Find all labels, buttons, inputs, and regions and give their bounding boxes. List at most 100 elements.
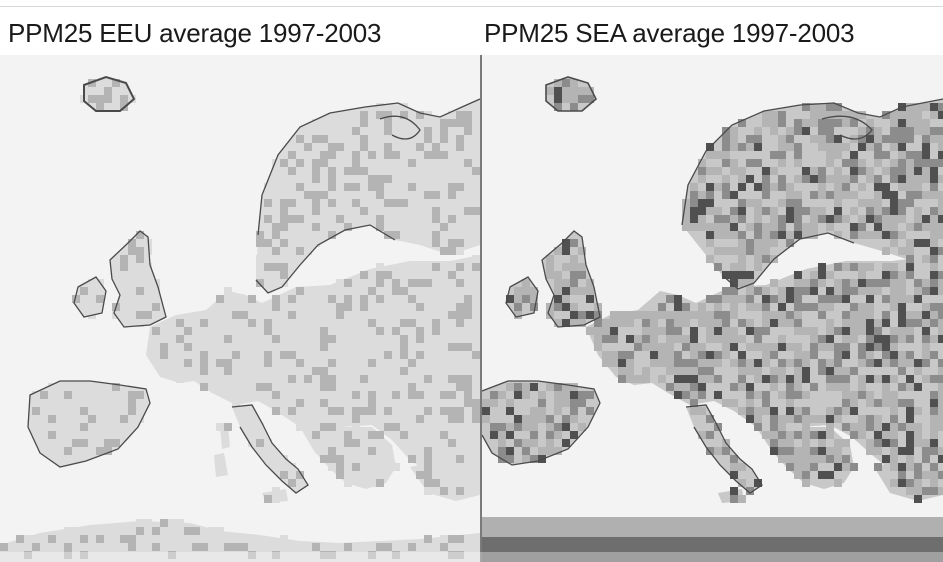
grid-cell (344, 551, 352, 559)
grid-cell (304, 287, 312, 295)
grid-cell (770, 223, 778, 231)
grid-cell (578, 391, 586, 399)
grid-cell (578, 263, 586, 271)
grid-cell (602, 359, 610, 367)
grid-cell (312, 311, 320, 319)
grid-cell (938, 375, 943, 383)
grid-cell (224, 327, 232, 335)
grid-cell (818, 127, 826, 135)
grid-cell (256, 375, 264, 383)
grid-cell (554, 279, 562, 287)
grid-cell (328, 159, 336, 167)
grid-cell (762, 223, 770, 231)
grid-cell (368, 463, 376, 471)
grid-cell (722, 399, 730, 407)
grid-cell (554, 95, 562, 103)
grid-cell (320, 191, 328, 199)
grid-cell (706, 415, 714, 423)
grid-cell (754, 223, 762, 231)
grid-cell (522, 279, 530, 287)
grid-cell (296, 407, 304, 415)
grid-cell (384, 343, 392, 351)
grid-cell (416, 311, 424, 319)
grid-cell (456, 439, 464, 447)
grid-cell (472, 271, 480, 279)
grid-cell (738, 263, 746, 271)
grid-cell (842, 191, 850, 199)
grid-cell (882, 311, 890, 319)
grid-cell (754, 367, 762, 375)
grid-cell (120, 263, 128, 271)
grid-cell (922, 303, 930, 311)
grid-cell (930, 487, 938, 495)
grid-cell (352, 327, 360, 335)
grid-cell (424, 479, 432, 487)
grid-cell (464, 119, 472, 127)
grid-cell (424, 407, 432, 415)
grid-cell (506, 295, 514, 303)
grid-cell (216, 527, 224, 535)
grid-cell (810, 431, 818, 439)
grid-cell (554, 271, 562, 279)
grid-cell (464, 191, 472, 199)
grid-cell (352, 199, 360, 207)
grid-cell (400, 551, 408, 559)
grid-cell (858, 231, 866, 239)
grid-cell (464, 167, 472, 175)
grid-cell (320, 151, 328, 159)
grid-cell (754, 127, 762, 135)
grid-cell (930, 375, 938, 383)
grid-cell (762, 391, 770, 399)
grid-cell (794, 463, 802, 471)
grid-cell (778, 319, 786, 327)
grid-cell (922, 375, 930, 383)
grid-cell (280, 407, 288, 415)
grid-cell (690, 343, 698, 351)
grid-cell (746, 135, 754, 143)
grid-cell (786, 359, 794, 367)
grid-cell (288, 463, 296, 471)
grid-cell (890, 399, 898, 407)
grid-cell (64, 447, 72, 455)
grid-cell (882, 191, 890, 199)
grid-cell (898, 303, 906, 311)
grid-cell (786, 231, 794, 239)
grid-cell (368, 375, 376, 383)
grid-cell (64, 407, 72, 415)
grid-cell (384, 463, 392, 471)
grid-cell (312, 127, 320, 135)
grid-cell (690, 207, 698, 215)
grid-cell (818, 471, 826, 479)
grid-cell (432, 479, 440, 487)
grid-cell (272, 263, 280, 271)
grid-cell (666, 367, 674, 375)
grid-cell (738, 143, 746, 151)
grid-cell (522, 423, 530, 431)
grid-cell (922, 159, 930, 167)
grid-cell (456, 183, 464, 191)
grid-cell (890, 407, 898, 415)
grid-cell (778, 423, 786, 431)
grid-cell (328, 447, 336, 455)
grid-cell (762, 183, 770, 191)
grid-cell (136, 279, 144, 287)
grid-cell (938, 415, 943, 423)
grid-cell (650, 319, 658, 327)
grid-cell (554, 295, 562, 303)
grid-cell (898, 119, 906, 127)
grid-cell (746, 407, 754, 415)
grid-cell (834, 199, 842, 207)
grid-cell (882, 295, 890, 303)
grid-cell (472, 103, 480, 111)
grid-cell (440, 543, 448, 551)
grid-cell (730, 223, 738, 231)
grid-cell (456, 543, 464, 551)
grid-cell (360, 311, 368, 319)
grid-cell (794, 159, 802, 167)
grid-cell (272, 183, 280, 191)
grid-cell (64, 527, 72, 535)
grid-cell (506, 383, 514, 391)
grid-cell (826, 159, 834, 167)
grid-cell (440, 407, 448, 415)
grid-cell (842, 159, 850, 167)
